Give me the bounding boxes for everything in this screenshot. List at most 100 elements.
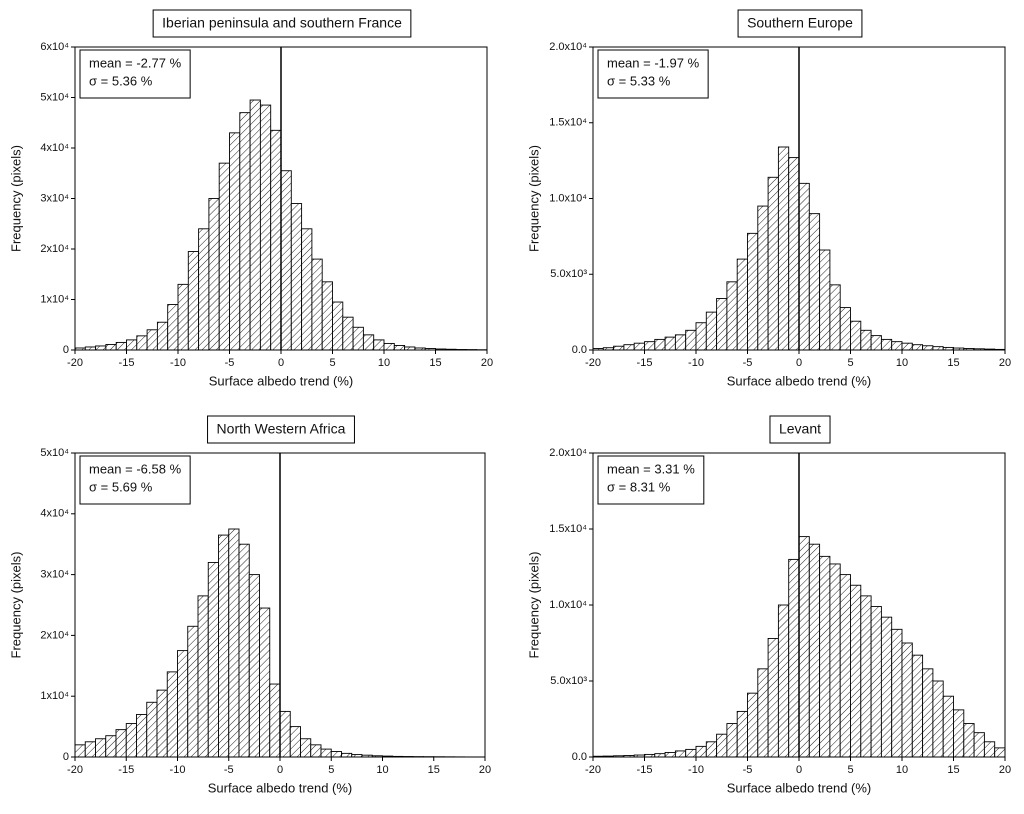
bar xyxy=(187,625,199,758)
x-tick-label: -20 xyxy=(585,357,601,369)
annotation: σ = 5.36 % xyxy=(89,73,153,88)
title-frame xyxy=(152,9,412,38)
x-tick-label: 10 xyxy=(896,357,908,369)
x-tick-label: 20 xyxy=(479,764,491,776)
x-tick-label: 10 xyxy=(378,357,390,369)
bar xyxy=(850,584,862,758)
bar xyxy=(136,335,148,351)
bar xyxy=(922,668,934,758)
x-tick-label: 15 xyxy=(947,764,959,776)
y-tick-label: 4x10⁴ xyxy=(40,142,69,154)
bar xyxy=(167,304,179,351)
bar xyxy=(228,528,240,758)
annotation-frame xyxy=(79,455,191,505)
bar xyxy=(301,228,313,351)
x-tick-label: 5 xyxy=(328,764,334,776)
x-axis-label: Surface albedo trend (%) xyxy=(727,780,872,795)
bar xyxy=(269,683,281,758)
y-tick-label: 1.5x10⁴ xyxy=(549,523,587,535)
annotation: mean = -6.58 % xyxy=(89,461,182,476)
bar xyxy=(126,339,138,351)
bar xyxy=(891,628,903,758)
x-tick-label: 0 xyxy=(278,357,284,369)
bar xyxy=(613,345,625,351)
x-tick-label: -20 xyxy=(67,357,83,369)
bar xyxy=(880,338,893,351)
bar xyxy=(95,738,107,758)
x-tick-label: -10 xyxy=(688,764,704,776)
bar xyxy=(177,283,189,351)
bar xyxy=(207,561,219,758)
bar xyxy=(146,701,158,758)
y-tick-label: 4x10⁴ xyxy=(40,508,69,520)
x-tick-label: -5 xyxy=(743,357,753,369)
bar xyxy=(685,748,697,758)
bar xyxy=(839,307,851,351)
annotation-box: mean = 3.31 % σ = 8.31 % xyxy=(597,455,705,505)
bar xyxy=(942,695,954,758)
y-tick-label: 5.0x10³ xyxy=(550,268,587,280)
bar xyxy=(767,176,779,351)
x-tick-label: -10 xyxy=(170,764,186,776)
y-axis-label: Frequency (pixels) xyxy=(8,145,23,252)
y-tick-label: 0 xyxy=(63,751,69,763)
bar xyxy=(156,321,169,351)
bar xyxy=(654,753,666,758)
y-tick-label: 3x10⁴ xyxy=(40,569,69,581)
annotation-box: mean = -6.58 % σ = 5.69 % xyxy=(79,455,191,505)
bar xyxy=(146,329,158,351)
bar xyxy=(726,723,738,758)
annotation: mean = -2.77 % xyxy=(89,55,182,70)
bar xyxy=(115,729,127,758)
x-axis-label: Surface albedo trend (%) xyxy=(727,373,872,388)
bar xyxy=(870,335,882,351)
y-tick-label: 1x10⁴ xyxy=(40,293,69,305)
y-tick-label: 2x10⁴ xyxy=(40,629,69,641)
bar xyxy=(330,751,342,758)
chart-title: Southern Europe xyxy=(747,15,853,31)
bar xyxy=(238,543,250,758)
bar xyxy=(819,555,831,758)
bar xyxy=(922,345,934,351)
chart-title: North Western Africa xyxy=(217,421,346,437)
x-tick-label: 5 xyxy=(847,357,853,369)
bar xyxy=(850,320,862,351)
y-tick-label: 1.0x10⁴ xyxy=(549,192,587,204)
y-tick-label: 2x10⁴ xyxy=(40,243,69,255)
x-tick-label: -20 xyxy=(585,764,601,776)
x-tick-label: 5 xyxy=(329,357,335,369)
x-tick-label: -15 xyxy=(119,357,135,369)
x-tick-label: 20 xyxy=(999,764,1011,776)
bar xyxy=(747,232,759,351)
bar xyxy=(911,654,924,758)
y-axis-label: Frequency (pixels) xyxy=(8,552,23,659)
y-tick-label: 3x10⁴ xyxy=(40,192,69,204)
bar xyxy=(747,692,759,758)
chart-title: Iberian peninsula and southern France xyxy=(162,15,402,31)
bar xyxy=(798,182,810,351)
bar xyxy=(373,339,385,351)
bar xyxy=(393,345,406,351)
bar xyxy=(839,574,851,758)
bar xyxy=(310,744,322,758)
x-tick-label: 20 xyxy=(481,357,493,369)
bar xyxy=(279,710,291,758)
bar xyxy=(705,741,718,758)
bar xyxy=(239,112,251,351)
bar xyxy=(362,334,375,351)
bar xyxy=(229,132,241,351)
bar xyxy=(208,198,220,351)
y-tick-label: 1.5x10⁴ xyxy=(549,117,587,129)
panel: -20 -15 -10 -5 0 5 10 15 20 0.0 5.0x10³ 1.0x10⁴ 1.5x… xyxy=(526,415,1011,795)
bar xyxy=(901,642,913,758)
y-tick-label: 0.0 xyxy=(572,751,587,763)
bar xyxy=(383,342,395,351)
x-tick-label: -15 xyxy=(637,764,653,776)
bar xyxy=(994,747,1006,758)
bar xyxy=(777,604,790,758)
bar xyxy=(736,710,748,758)
x-tick-label: 0 xyxy=(796,357,802,369)
x-tick-label: -15 xyxy=(637,357,653,369)
bar xyxy=(166,671,178,758)
bar xyxy=(197,595,209,758)
